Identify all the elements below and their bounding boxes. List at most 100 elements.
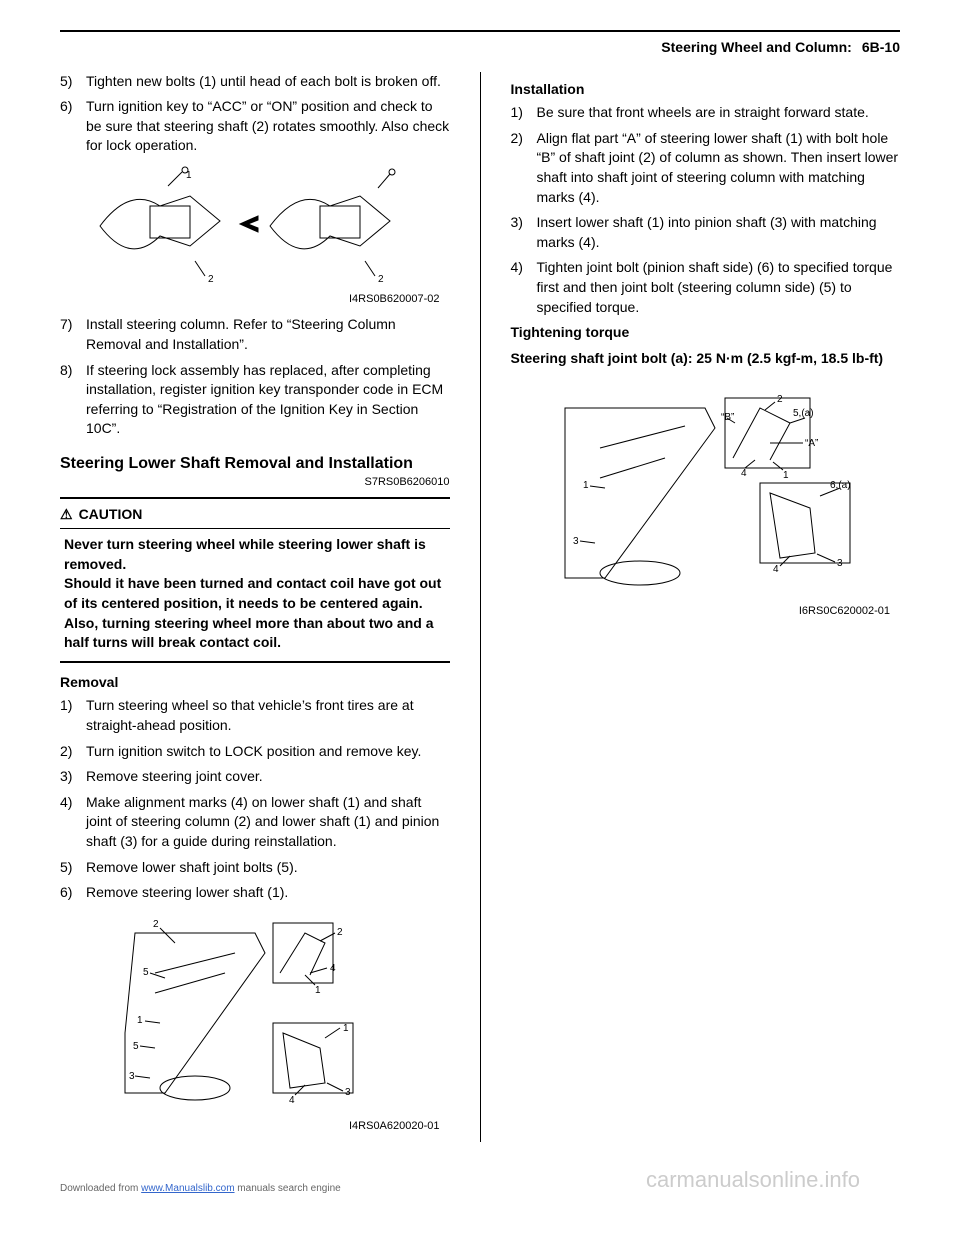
step-list-b: 7)Install steering column. Refer to “Ste…	[60, 315, 450, 439]
step-num: 5)	[60, 72, 86, 92]
list-item: 6)Remove steering lower shaft (1).	[60, 883, 450, 903]
left-column: 5)Tighten new bolts (1) until head of ea…	[60, 72, 450, 1143]
step-text: If steering lock assembly has replaced, …	[86, 361, 450, 439]
fig-label: 5	[143, 967, 149, 978]
step-text: Insert lower shaft (1) into pinion shaft…	[537, 213, 901, 252]
list-item: 5)Remove lower shaft joint bolts (5).	[60, 858, 450, 878]
list-item: 4)Make alignment marks (4) on lower shaf…	[60, 793, 450, 852]
installation-label: Installation	[511, 80, 901, 100]
step-list-a: 5)Tighten new bolts (1) until head of ea…	[60, 72, 450, 156]
footer-text: Downloaded from	[60, 1183, 141, 1194]
step-text: Make alignment marks (4) on lower shaft …	[86, 793, 450, 852]
step-text: Remove lower shaft joint bolts (5).	[86, 858, 298, 878]
fig-label: 4	[773, 564, 779, 575]
fig-label: 2	[153, 919, 159, 930]
fig-label: 5	[133, 1041, 139, 1052]
figure-lower-shaft: 2 5 1 5 3 2 4 1 1 4 3	[60, 913, 450, 1113]
step-num: 4)	[511, 258, 537, 317]
right-column: Installation 1)Be sure that front wheels…	[511, 72, 901, 1143]
fig-label: 4	[741, 468, 747, 479]
fig-label: 5,(a)	[793, 408, 814, 419]
fig-label: 2	[777, 394, 783, 405]
section-title: Steering Wheel and Column:	[661, 38, 852, 58]
list-item: 5)Tighten new bolts (1) until head of ea…	[60, 72, 450, 92]
figure-install: 1 3 2 “B” 5,(a) “A” 4 1 6,(a) 4 3	[511, 388, 901, 598]
step-text: Remove steering joint cover.	[86, 767, 263, 787]
step-text: Align flat part “A” of steering lower sh…	[537, 129, 901, 207]
content-columns: 5)Tighten new bolts (1) until head of ea…	[60, 72, 900, 1143]
step-num: 6)	[60, 97, 86, 156]
step-num: 6)	[60, 883, 86, 903]
step-text: Tighten new bolts (1) until head of each…	[86, 72, 441, 92]
fig-label: 1	[583, 480, 589, 491]
step-text: Tighten joint bolt (pinion shaft side) (…	[537, 258, 901, 317]
list-item: 8)If steering lock assembly has replaced…	[60, 361, 450, 439]
step-num: 1)	[511, 103, 537, 123]
step-text: Remove steering lower shaft (1).	[86, 883, 288, 903]
fig-label: 2	[378, 274, 384, 285]
fig-label: 1	[315, 985, 321, 996]
list-item: 3)Insert lower shaft (1) into pinion sha…	[511, 213, 901, 252]
step-num: 3)	[60, 767, 86, 787]
figure-caption: I4RS0A620020-01	[60, 1119, 450, 1134]
figure-steering-lock: 1 2 2	[60, 166, 450, 286]
list-item: 6)Turn ignition key to “ACC” or “ON” pos…	[60, 97, 450, 156]
step-num: 3)	[511, 213, 537, 252]
fig-label: “B”	[721, 412, 734, 423]
step-num: 2)	[511, 129, 537, 207]
list-item: 3)Remove steering joint cover.	[60, 767, 450, 787]
list-item: 2)Align flat part “A” of steering lower …	[511, 129, 901, 207]
caution-body: Never turn steering wheel while steering…	[60, 535, 450, 653]
fig-label: 2	[337, 927, 343, 938]
fig-label: 3	[573, 536, 579, 547]
fig-label: “A”	[805, 438, 818, 449]
fig-label: 4	[289, 1095, 295, 1106]
step-num: 1)	[60, 696, 86, 735]
fig-label: 2	[208, 274, 214, 285]
caution-header: ⚠ CAUTION	[60, 505, 450, 530]
step-text: Turn ignition key to “ACC” or “ON” posit…	[86, 97, 450, 156]
step-text: Turn steering wheel so that vehicle’s fr…	[86, 696, 450, 735]
step-num: 5)	[60, 858, 86, 878]
torque-spec: Steering shaft joint bolt (a): 25 N·m (2…	[511, 349, 901, 369]
fig-label: 1	[137, 1015, 143, 1026]
fig-label: 1	[783, 470, 789, 481]
step-num: 7)	[60, 315, 86, 354]
list-item: 7)Install steering column. Refer to “Ste…	[60, 315, 450, 354]
page-number: 6B-10	[862, 38, 900, 58]
torque-label: Tightening torque	[511, 323, 901, 343]
figure-caption: I4RS0B620007-02	[60, 292, 450, 307]
fig-label: 3	[345, 1087, 351, 1098]
step-num: 4)	[60, 793, 86, 852]
step-num: 8)	[60, 361, 86, 439]
list-item: 1)Turn steering wheel so that vehicle’s …	[60, 696, 450, 735]
caution-label: CAUTION	[79, 505, 143, 525]
fig-label: 4	[330, 963, 336, 974]
section-heading: Steering Lower Shaft Removal and Install…	[60, 453, 450, 475]
step-text: Be sure that front wheels are in straigh…	[537, 103, 869, 123]
step-text: Install steering column. Refer to “Steer…	[86, 315, 450, 354]
removal-label: Removal	[60, 673, 450, 693]
step-num: 2)	[60, 742, 86, 762]
list-item: 2)Turn ignition switch to LOCK position …	[60, 742, 450, 762]
fig-label: 1	[186, 170, 192, 181]
header-rule	[60, 30, 900, 32]
list-item: 1)Be sure that front wheels are in strai…	[511, 103, 901, 123]
column-divider	[480, 72, 481, 1143]
install-steps: 1)Be sure that front wheels are in strai…	[511, 103, 901, 317]
footer-link[interactable]: www.Manualslib.com	[141, 1183, 234, 1194]
page-header: Steering Wheel and Column: 6B-10	[60, 38, 900, 58]
warning-icon: ⚠	[60, 505, 73, 525]
fig-label: 6,(a)	[830, 480, 851, 491]
caution-block: ⚠ CAUTION Never turn steering wheel whil…	[60, 497, 450, 663]
section-ref: S7RS0B6206010	[60, 475, 450, 490]
figure-caption: I6RS0C620002-01	[511, 604, 901, 619]
fig-label: 3	[129, 1071, 135, 1082]
fig-label: 1	[343, 1023, 349, 1034]
step-text: Turn ignition switch to LOCK position an…	[86, 742, 421, 762]
list-item: 4)Tighten joint bolt (pinion shaft side)…	[511, 258, 901, 317]
removal-steps: 1)Turn steering wheel so that vehicle’s …	[60, 696, 450, 902]
fig-label: 3	[837, 558, 843, 569]
watermark: carmanualsonline.info	[646, 1165, 860, 1196]
footer-tail: manuals search engine	[235, 1183, 341, 1194]
